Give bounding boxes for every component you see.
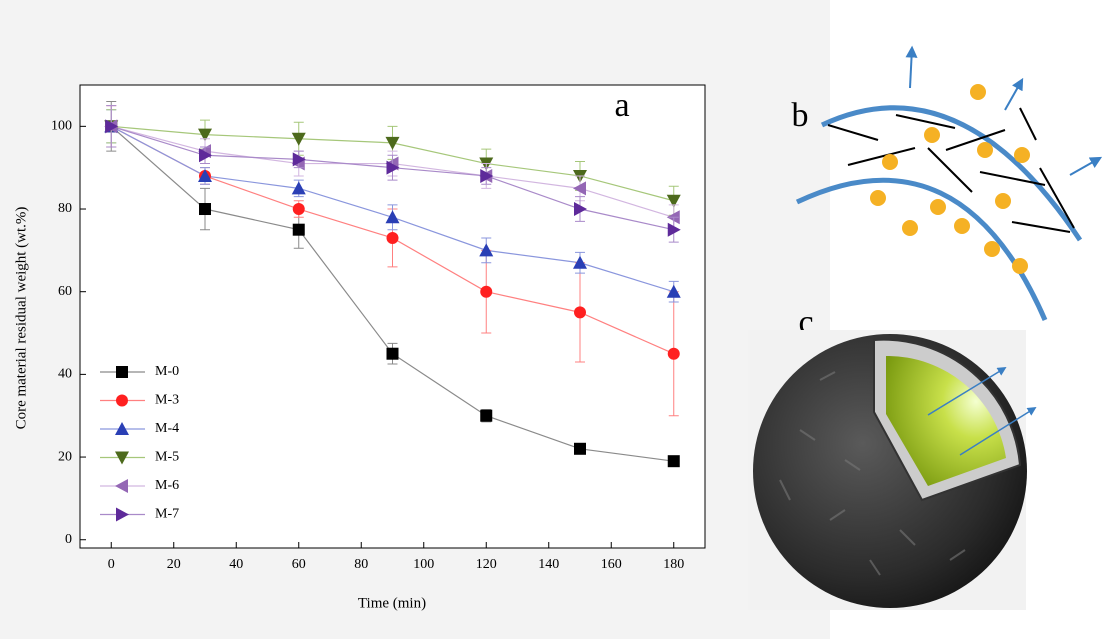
diagram-c: c (748, 304, 1037, 610)
data-point (199, 203, 211, 216)
data-point (480, 285, 493, 298)
y-tick-label: 60 (58, 284, 72, 299)
y-tick-label: 40 (58, 367, 72, 382)
legend-label: M-4 (155, 421, 179, 436)
x-tick-label: 0 (108, 557, 115, 572)
y-tick-label: 20 (58, 449, 72, 464)
data-point (573, 181, 586, 196)
y-tick-label: 100 (51, 119, 72, 134)
data-point (667, 455, 680, 468)
legend-label: M-6 (155, 478, 179, 493)
legend-label: M-0 (155, 364, 179, 379)
data-point (198, 128, 212, 142)
y-axis-label: Core material residual weight (wt.%) (13, 207, 29, 430)
data-point (291, 132, 306, 146)
x-tick-label: 80 (354, 557, 368, 572)
data-point (385, 210, 400, 224)
x-tick-label: 100 (413, 557, 434, 572)
legend-marker (115, 479, 128, 493)
panel-label: b (792, 97, 809, 134)
data-point (574, 306, 586, 319)
data-point (667, 222, 681, 237)
data-point (573, 255, 587, 269)
data-point (574, 202, 587, 217)
x-tick-label: 20 (167, 557, 181, 572)
x-tick-label: 140 (538, 557, 559, 572)
data-point (480, 168, 494, 183)
legend-marker (116, 394, 128, 407)
legend-marker (116, 366, 128, 378)
data-point (480, 409, 493, 422)
y-tick-label: 0 (65, 532, 72, 547)
data-point (199, 148, 212, 163)
data-point (479, 243, 494, 257)
legend-marker (115, 422, 129, 435)
x-axis-label: Time (min) (358, 595, 426, 611)
legend-label: M-3 (155, 393, 179, 408)
data-point (386, 160, 400, 175)
data-point (198, 168, 212, 182)
data-point (666, 194, 681, 208)
data-point (291, 181, 306, 195)
data-point (386, 231, 399, 244)
legend-label: M-7 (155, 507, 179, 522)
x-tick-label: 180 (663, 557, 684, 572)
x-tick-label: 60 (292, 557, 306, 572)
data-point (667, 347, 680, 360)
data-point (292, 152, 306, 167)
panel-label: a (614, 87, 629, 124)
x-tick-label: 160 (601, 557, 622, 572)
legend-marker (115, 451, 129, 465)
data-point (386, 347, 399, 360)
data-point (105, 119, 119, 134)
data-point (292, 223, 305, 236)
diagram-b: b (792, 45, 1102, 321)
data-point (385, 136, 400, 150)
x-tick-label: 40 (229, 557, 243, 572)
legend-label: M-5 (155, 450, 179, 465)
legend-marker (116, 507, 129, 522)
data-point (574, 442, 586, 455)
x-tick-label: 120 (476, 557, 497, 572)
y-tick-label: 80 (58, 201, 72, 216)
data-point (292, 203, 305, 216)
data-point (666, 284, 681, 298)
